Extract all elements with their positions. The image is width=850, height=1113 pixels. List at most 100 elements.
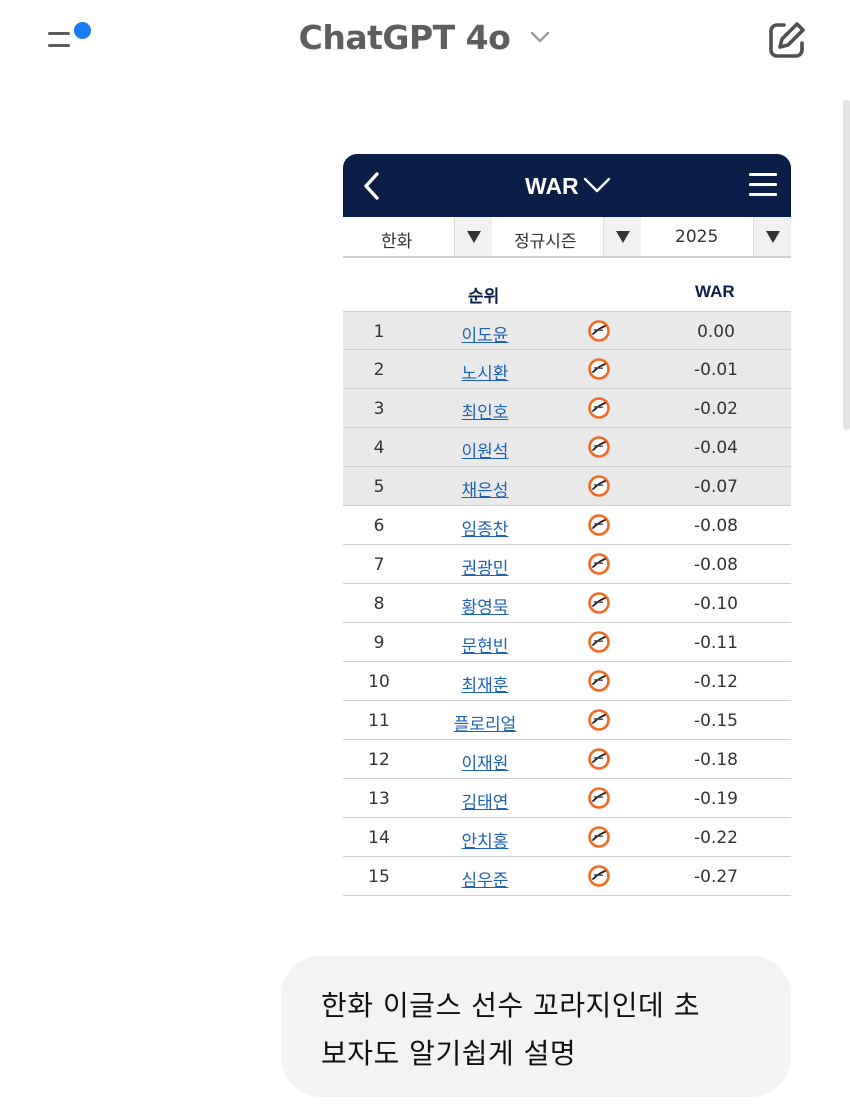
rank-cell: 5: [373, 477, 385, 497]
table-row: 4 이원석 -0.04: [343, 428, 791, 467]
hanwha-eagles-logo-icon: [588, 865, 610, 887]
rank-cell: 6: [373, 516, 385, 536]
player-name-link[interactable]: 안치홍: [461, 832, 509, 852]
table-row: 11 플로리얼 -0.15: [343, 701, 791, 740]
war-value-cell: -0.02: [694, 399, 738, 419]
table-row: 5 채은성 -0.07: [343, 467, 791, 506]
table-row: 10 최재훈 -0.12: [343, 662, 791, 701]
hanwha-eagles-logo-icon: [588, 709, 610, 731]
war-value-cell: 0.00: [697, 322, 735, 342]
hamburger-menu-icon[interactable]: [749, 173, 777, 197]
war-value-cell: -0.27: [694, 867, 738, 887]
chevron-down-icon: [531, 31, 550, 42]
kbo-header: WAR: [343, 154, 791, 217]
hanwha-eagles-logo-icon: [588, 787, 610, 809]
rank-column-header: 순위: [468, 287, 500, 307]
notification-dot-icon: [74, 22, 91, 39]
war-value-cell: -0.15: [694, 711, 738, 731]
table-row: 6 임종찬 -0.08: [343, 506, 791, 545]
rank-cell: 14: [368, 828, 390, 848]
player-name-link[interactable]: 최재훈: [461, 676, 509, 696]
table-row: 12 이재원 -0.18: [343, 740, 791, 779]
player-name-link[interactable]: 최인호: [461, 403, 509, 423]
table-row: 2 노시환 -0.01: [343, 350, 791, 389]
player-name-link[interactable]: 이원석: [461, 442, 509, 462]
hanwha-eagles-logo-icon: [588, 826, 610, 848]
player-name-link[interactable]: 권광민: [461, 559, 509, 579]
hanwha-eagles-logo-icon: [588, 320, 610, 342]
scrollbar[interactable]: [843, 100, 850, 430]
menu-line-icon: [48, 32, 70, 35]
hanwha-eagles-logo-icon: [588, 358, 610, 380]
top-app-bar: ChatGPT 4o: [0, 0, 850, 80]
table-row: 1 이도윤 0.00: [343, 311, 791, 350]
rank-cell: 9: [373, 633, 385, 653]
attached-screenshot[interactable]: WAR 한화 정규시즌 2025 순위 WAR 1 이도윤 0.00 2 노시환 -0.0…: [343, 154, 791, 896]
war-value-cell: -0.08: [694, 555, 738, 575]
year-select-value: 2025: [675, 227, 719, 247]
war-value-cell: -0.07: [694, 477, 738, 497]
team-select[interactable]: 한화: [343, 217, 492, 256]
hanwha-eagles-logo-icon: [588, 475, 610, 497]
hanwha-eagles-logo-icon: [588, 397, 610, 419]
rank-cell: 11: [368, 711, 390, 731]
player-name-link[interactable]: 이재원: [461, 754, 509, 774]
rank-cell: 8: [373, 594, 385, 614]
table-row: 9 문현빈 -0.11: [343, 623, 791, 662]
table-row: 13 김태연 -0.19: [343, 779, 791, 818]
rank-cell: 4: [373, 438, 385, 458]
dropdown-arrow-icon: [454, 217, 492, 256]
message-line-2: 보자도 알기쉽게 설명: [321, 1037, 577, 1070]
message-line-1: 한화 이글스 선수 꼬라지인데 초: [321, 989, 700, 1022]
hanwha-eagles-logo-icon: [588, 514, 610, 536]
player-name-link[interactable]: 노시환: [461, 364, 509, 384]
war-value-cell: -0.11: [694, 633, 738, 653]
player-name-link[interactable]: 김태연: [461, 793, 509, 813]
hanwha-eagles-logo-icon: [588, 592, 610, 614]
user-message-bubble[interactable]: 한화 이글스 선수 꼬라지인데 초 보자도 알기쉽게 설명: [281, 956, 791, 1097]
model-selector[interactable]: ChatGPT 4o: [0, 18, 850, 57]
rank-cell: 13: [368, 789, 390, 809]
season-type-select[interactable]: 정규시즌: [492, 217, 641, 256]
player-name-link[interactable]: 문현빈: [461, 637, 509, 657]
filter-bar: 한화 정규시즌 2025: [343, 217, 791, 258]
model-title: ChatGPT 4o: [298, 18, 511, 57]
hanwha-eagles-logo-icon: [588, 670, 610, 692]
year-select[interactable]: 2025: [641, 217, 791, 256]
player-name-link[interactable]: 황영묵: [461, 598, 509, 618]
rank-cell: 15: [368, 867, 390, 887]
player-name-link[interactable]: 이도윤: [461, 326, 509, 346]
table-row: 7 권광민 -0.08: [343, 545, 791, 584]
player-name-link[interactable]: 플로리얼: [453, 715, 517, 735]
rank-cell: 7: [373, 555, 385, 575]
hanwha-eagles-logo-icon: [588, 748, 610, 770]
sidebar-menu-button[interactable]: [44, 18, 94, 58]
kbo-title[interactable]: WAR: [525, 173, 579, 199]
player-name-link[interactable]: 임종찬: [461, 520, 509, 540]
new-chat-edit-button[interactable]: [764, 17, 810, 63]
rank-cell: 12: [368, 750, 390, 770]
new-chat-edit-icon: [769, 22, 805, 58]
dropdown-arrow-icon: [753, 217, 791, 256]
table-row: 14 안치홍 -0.22: [343, 818, 791, 857]
player-name-link[interactable]: 심우준: [461, 871, 509, 891]
rank-cell: 2: [373, 360, 385, 380]
war-value-cell: -0.04: [694, 438, 738, 458]
dropdown-arrow-icon: [603, 217, 641, 256]
war-value-cell: -0.01: [694, 360, 738, 380]
hanwha-eagles-logo-icon: [588, 553, 610, 575]
rank-cell: 1: [373, 322, 385, 342]
table-row: 8 황영묵 -0.10: [343, 584, 791, 623]
season-type-value: 정규시즌: [514, 232, 577, 252]
table-row: 3 최인호 -0.02: [343, 389, 791, 428]
table-row: 15 심우준 -0.27: [343, 857, 791, 896]
war-value-cell: -0.19: [694, 789, 738, 809]
player-name-link[interactable]: 채은성: [461, 481, 509, 501]
chevron-down-icon[interactable]: [583, 176, 611, 194]
back-arrow-icon[interactable]: [359, 170, 385, 202]
war-value-cell: -0.10: [694, 594, 738, 614]
hanwha-eagles-logo-icon: [588, 436, 610, 458]
team-select-value: 한화: [381, 232, 413, 252]
war-value-cell: -0.08: [694, 516, 738, 536]
menu-line-icon: [48, 44, 70, 47]
